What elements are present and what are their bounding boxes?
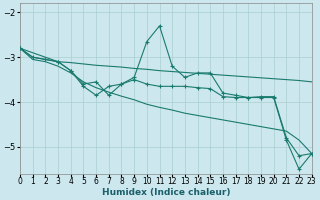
X-axis label: Humidex (Indice chaleur): Humidex (Indice chaleur) [102,188,230,197]
